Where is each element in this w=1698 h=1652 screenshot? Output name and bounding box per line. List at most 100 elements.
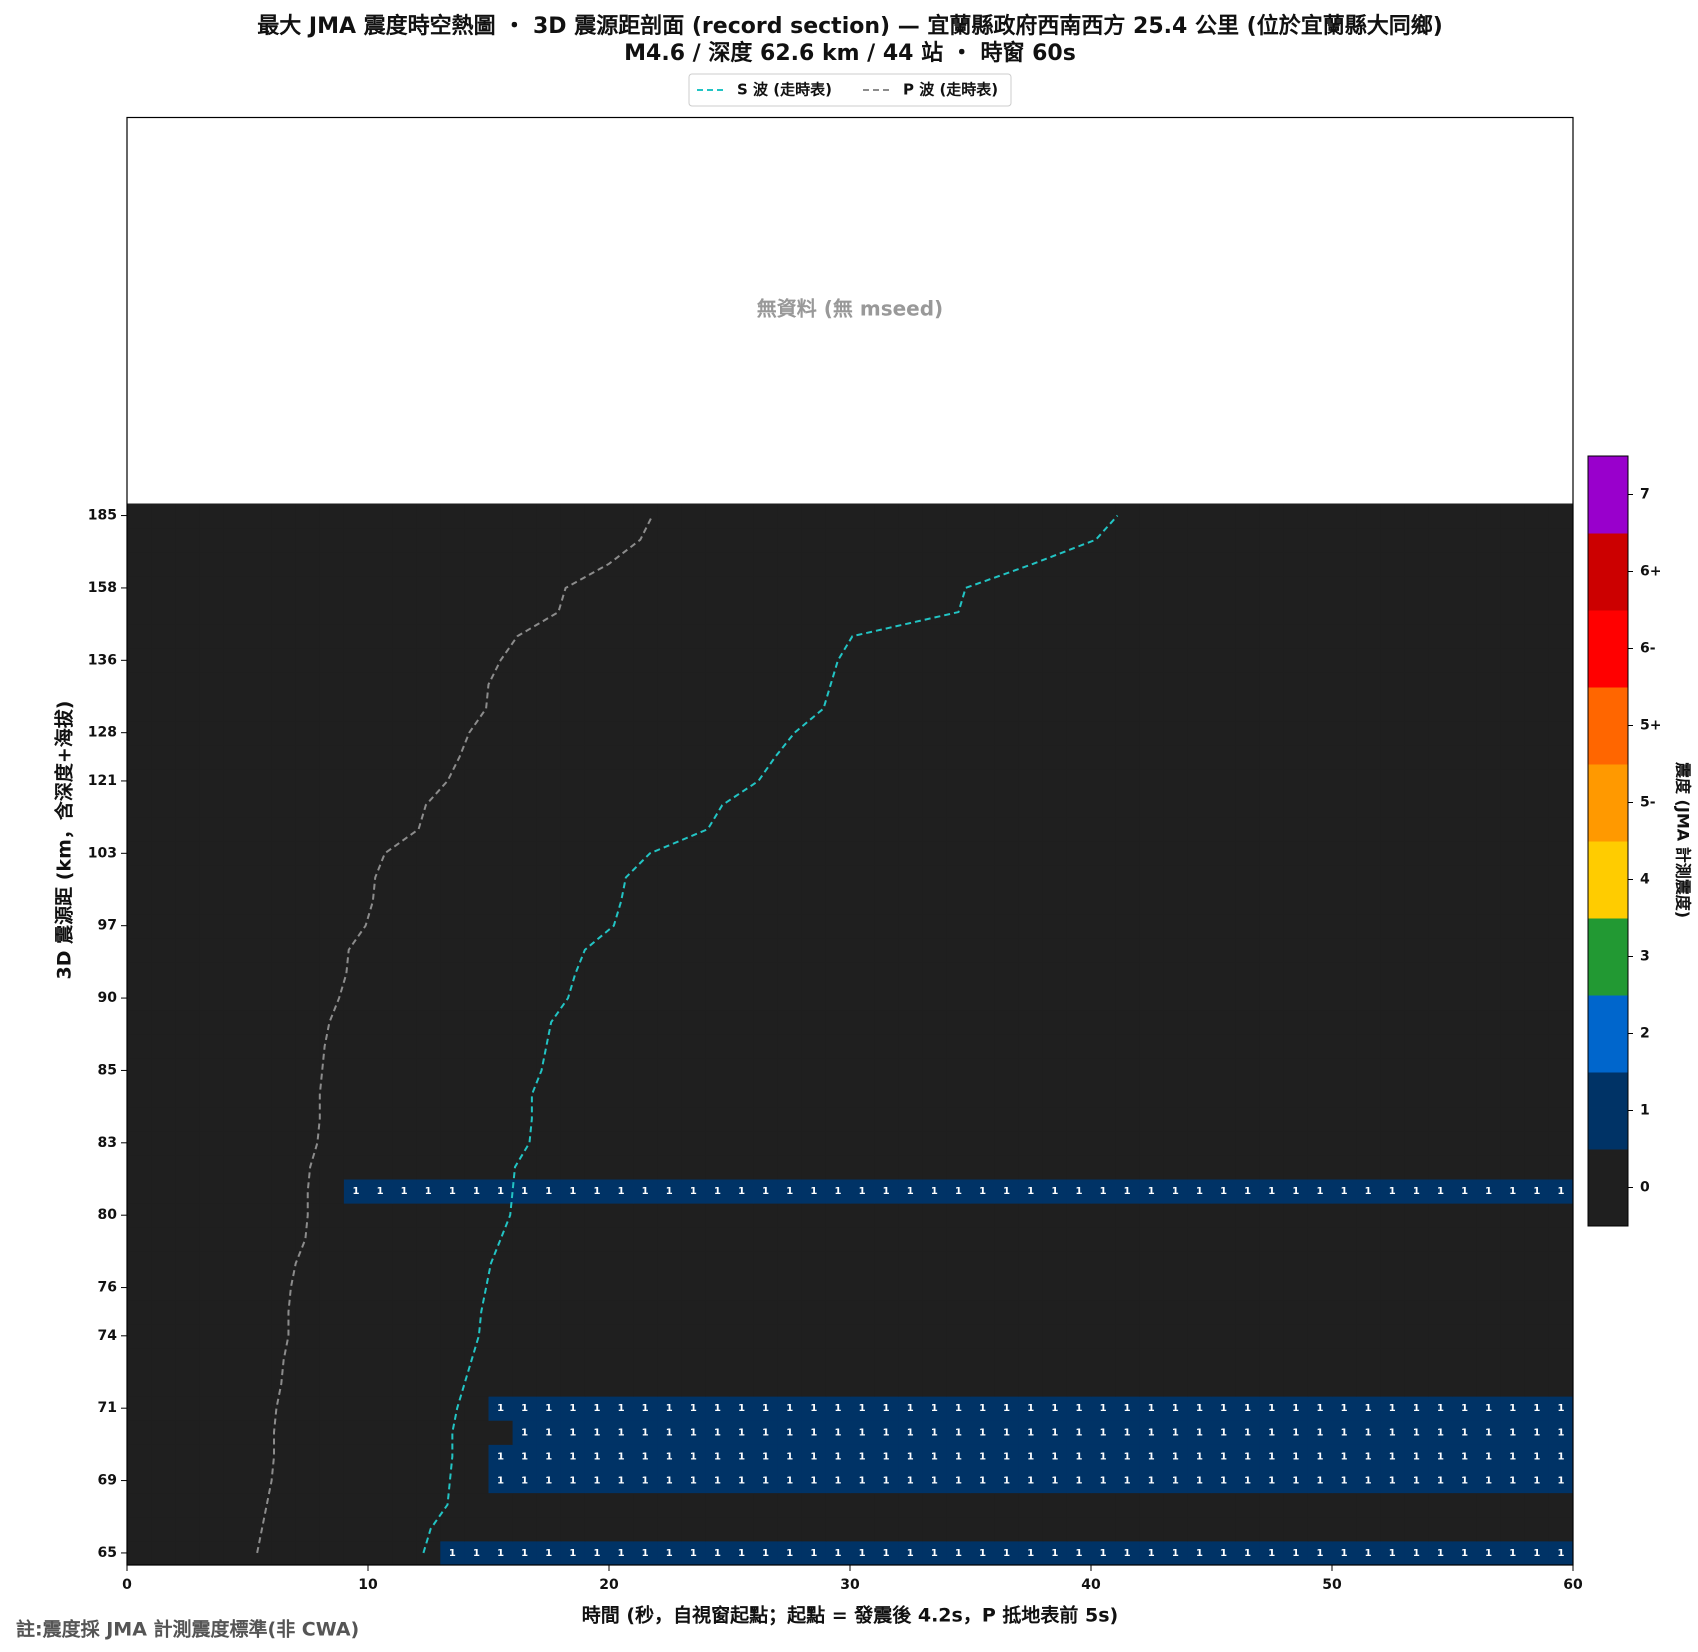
heatmap-cell bbox=[1332, 768, 1357, 794]
heatmap-cell bbox=[1500, 1468, 1526, 1494]
heatmap-cell bbox=[295, 527, 321, 553]
heatmap-cell bbox=[898, 696, 923, 722]
heatmap-cell bbox=[1066, 624, 1092, 649]
heatmap-cell bbox=[801, 672, 827, 697]
heatmap-cell bbox=[633, 600, 658, 625]
heatmap-cell bbox=[1476, 1444, 1502, 1469]
heatmap-cell bbox=[1332, 1396, 1357, 1421]
cell-label: 1 bbox=[834, 1427, 841, 1438]
heatmap-cell bbox=[560, 768, 586, 794]
cell-label: 1 bbox=[690, 1186, 697, 1197]
heatmap-cell bbox=[1428, 1106, 1453, 1132]
heatmap-cell bbox=[1428, 1420, 1453, 1445]
heatmap-cell bbox=[1115, 913, 1140, 939]
heatmap-cell bbox=[1042, 1540, 1068, 1566]
heatmap-cell bbox=[1283, 1444, 1309, 1469]
heatmap-cell bbox=[1042, 986, 1068, 1011]
heatmap-cell bbox=[609, 672, 634, 697]
heatmap-cell bbox=[151, 841, 176, 866]
heatmap-cell bbox=[729, 1130, 755, 1156]
heatmap-cell bbox=[319, 720, 345, 746]
heatmap-cell bbox=[874, 793, 899, 818]
heatmap-cell bbox=[898, 1179, 923, 1204]
heatmap-cell bbox=[1211, 575, 1237, 601]
heatmap-cell bbox=[1452, 1372, 1478, 1397]
cell-label: 1 bbox=[1413, 1548, 1420, 1559]
heatmap-cell bbox=[1187, 1347, 1212, 1373]
heatmap-cell bbox=[825, 600, 851, 625]
heatmap-cell bbox=[898, 889, 923, 915]
heatmap-cell bbox=[1476, 1251, 1502, 1276]
heatmap-cell bbox=[392, 503, 417, 529]
heatmap-cell bbox=[946, 1275, 971, 1301]
heatmap-cell bbox=[175, 600, 200, 625]
heatmap-cell bbox=[1404, 1347, 1429, 1373]
cell-label: 1 bbox=[955, 1427, 962, 1438]
heatmap-cell bbox=[777, 1275, 803, 1301]
heatmap-cell bbox=[1524, 1203, 1550, 1228]
heatmap-cell bbox=[223, 793, 248, 818]
heatmap-cell bbox=[512, 889, 538, 915]
heatmap-cell bbox=[1259, 1396, 1285, 1421]
heatmap-cell bbox=[488, 1275, 514, 1301]
heatmap-cell bbox=[440, 720, 465, 746]
heatmap-cell bbox=[512, 503, 538, 529]
heatmap-cell bbox=[1404, 1251, 1429, 1276]
heatmap-cell bbox=[1428, 1082, 1453, 1108]
heatmap-cell bbox=[681, 1058, 706, 1083]
heatmap-cell bbox=[777, 1058, 803, 1083]
heatmap-cell bbox=[994, 1251, 1020, 1276]
heatmap-cell bbox=[1307, 841, 1333, 866]
heatmap-cell bbox=[609, 961, 634, 987]
heatmap-cell bbox=[536, 986, 562, 1011]
heatmap-cell bbox=[994, 1227, 1020, 1252]
heatmap-cell bbox=[777, 1227, 803, 1252]
heatmap-cell bbox=[705, 1347, 730, 1373]
heatmap-cell bbox=[584, 793, 610, 818]
heatmap-cell bbox=[874, 1396, 899, 1421]
heatmap-cell bbox=[753, 1058, 779, 1083]
heatmap-cell bbox=[271, 1179, 297, 1204]
heatmap-cell bbox=[392, 1034, 417, 1059]
heatmap-cell bbox=[1091, 720, 1116, 746]
heatmap-cell bbox=[199, 1323, 224, 1349]
heatmap-cell bbox=[825, 1106, 851, 1132]
heatmap-cell bbox=[994, 744, 1020, 770]
heatmap-cell bbox=[368, 1372, 393, 1397]
cell-label: 1 bbox=[1341, 1403, 1348, 1414]
heatmap-cell bbox=[1018, 1540, 1044, 1566]
heatmap-cell bbox=[1091, 1540, 1116, 1566]
heatmap-cell bbox=[1139, 1468, 1164, 1494]
heatmap-cell bbox=[1524, 1540, 1550, 1566]
heatmap-cell bbox=[1524, 1034, 1550, 1059]
heatmap-cell bbox=[850, 503, 875, 529]
heatmap-cell bbox=[368, 672, 393, 697]
colorbar-label: 震度 (JMA 計測震度) bbox=[1674, 761, 1693, 918]
heatmap-cell bbox=[850, 817, 875, 842]
heatmap-cell bbox=[1187, 793, 1212, 818]
heatmap-cell bbox=[1307, 1420, 1333, 1445]
heatmap-cell bbox=[1452, 1323, 1478, 1349]
heatmap-cell bbox=[368, 551, 393, 577]
heatmap-cell bbox=[1500, 1540, 1526, 1566]
heatmap-cell bbox=[946, 624, 971, 649]
heatmap-cell bbox=[1356, 624, 1381, 649]
heatmap-cell bbox=[705, 1396, 730, 1421]
cell-label: 1 bbox=[1341, 1548, 1348, 1559]
heatmap-cell bbox=[1307, 1227, 1333, 1252]
heatmap-cell bbox=[825, 1516, 851, 1542]
heatmap-cell bbox=[512, 1010, 538, 1035]
heatmap-cell bbox=[705, 672, 730, 697]
heatmap-cell bbox=[271, 672, 297, 697]
heatmap-cell bbox=[247, 1372, 273, 1397]
cell-label: 1 bbox=[1461, 1451, 1468, 1462]
y-tick-label: 90 bbox=[98, 990, 118, 1006]
heatmap-cell bbox=[825, 1444, 851, 1469]
heatmap-cell bbox=[850, 720, 875, 746]
heatmap-cell bbox=[922, 1058, 947, 1083]
heatmap-cell bbox=[368, 961, 393, 987]
heatmap-cell bbox=[1163, 1106, 1188, 1132]
cell-label: 1 bbox=[618, 1476, 625, 1487]
heatmap-cell bbox=[295, 793, 321, 818]
heatmap-cell bbox=[922, 768, 947, 794]
